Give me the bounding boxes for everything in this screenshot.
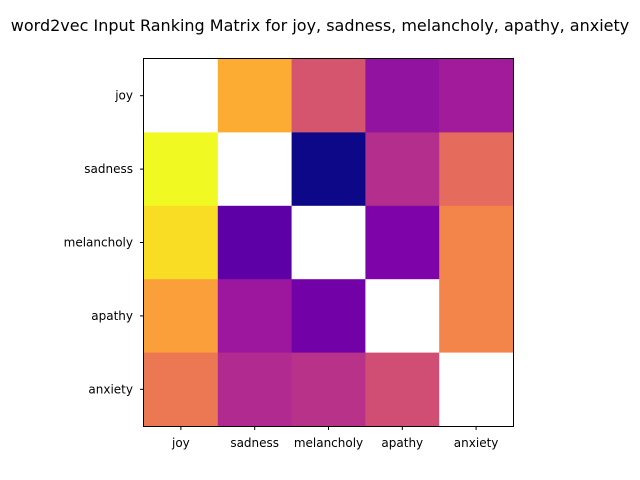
heatmap-cell-apathy-anxiety (439, 279, 514, 353)
heatmap-cell-joy-sadness (217, 59, 292, 133)
heatmap-cell-joy-joy (144, 59, 219, 133)
heatmap-cell-anxiety-apathy (365, 352, 440, 427)
heatmap-cell-joy-apathy (365, 59, 440, 133)
x-tick-label: anxiety (454, 436, 499, 450)
heatmap-cell-anxiety-anxiety (439, 352, 514, 427)
chart-title: word2vec Input Ranking Matrix for joy, s… (11, 16, 629, 35)
x-tick-label: sadness (230, 436, 279, 450)
heatmap-cell-anxiety-joy (144, 352, 219, 427)
heatmap-cell-apathy-sadness (217, 279, 292, 353)
x-tick-label: apathy (381, 436, 423, 450)
y-tick-label: anxiety (88, 382, 133, 396)
x-axis: joy sadness melancholy apathy anxiety (171, 426, 498, 450)
heatmap-cell-sadness-joy (144, 132, 219, 207)
heatmap-cell-apathy-melancholy (291, 279, 366, 353)
x-tick-label: melancholy (294, 436, 363, 450)
y-tick-label: apathy (91, 309, 133, 323)
heatmap-cell-apathy-joy (144, 279, 219, 353)
x-tick-label: joy (171, 436, 190, 450)
heatmap-cell-sadness-apathy (365, 132, 440, 207)
heatmap-cell-anxiety-sadness (217, 352, 292, 427)
heatmap-cell-joy-melancholy (291, 59, 366, 133)
heatmap-cell-melancholy-joy (144, 205, 219, 280)
heatmap-cell-melancholy-anxiety (439, 205, 514, 280)
heatmap-cells (144, 59, 514, 427)
y-tick-label: sadness (84, 162, 133, 176)
heatmap-cell-sadness-melancholy (291, 132, 366, 207)
y-axis: joy sadness melancholy apathy anxiety (64, 89, 144, 396)
heatmap-cell-joy-anxiety (439, 59, 514, 133)
heatmap-cell-sadness-sadness (217, 132, 292, 207)
heatmap-cell-apathy-apathy (365, 279, 440, 353)
heatmap-cell-melancholy-sadness (217, 205, 292, 280)
y-tick-label: melancholy (64, 236, 133, 250)
heatmap-cell-melancholy-apathy (365, 205, 440, 280)
heatmap-cell-melancholy-melancholy (291, 205, 366, 280)
heatmap-cell-sadness-anxiety (439, 132, 514, 207)
y-tick-label: joy (114, 89, 133, 103)
heatmap-cell-anxiety-melancholy (291, 352, 366, 427)
